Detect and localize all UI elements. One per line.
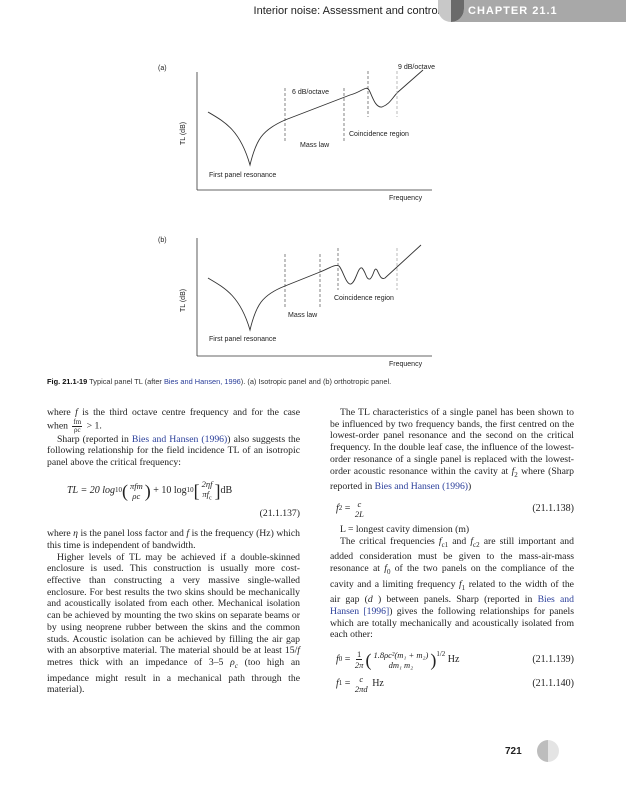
x-axis-label: Frequency xyxy=(389,195,423,202)
figure-a: (a) TL (dB) Frequency 6 dB/octave 9 dB/o… xyxy=(158,64,435,202)
y-axis-label: TL (dB) xyxy=(180,122,187,145)
left-column: where f is the third octave centre frequ… xyxy=(47,407,300,696)
equation-number: (21.1.139) xyxy=(532,653,574,665)
paragraph: where η is the panel loss factor and f i… xyxy=(47,528,300,551)
annotation-resonance: First panel resonance xyxy=(209,336,276,343)
equation-21-1-137: TL = 20 log 10 (πfm ρc) + 10 log 10 [2ηf πfc… xyxy=(67,478,233,502)
annotation-coincidence: Coincidence region xyxy=(334,295,394,302)
figure-b: (b) TL (dB) Frequency Coincidence region… xyxy=(158,237,432,368)
paragraph: where f is the third octave centre frequ… xyxy=(47,407,301,434)
figure-b-label: (b) xyxy=(158,237,167,244)
annotation-mass-law: Mass law xyxy=(300,142,330,149)
paragraph: Higher levels of TL may be achieved if a… xyxy=(47,551,300,696)
equation-number: (21.1.137) xyxy=(259,507,300,519)
paragraph: The critical frequencies fc1 and fc2 are… xyxy=(330,535,575,641)
annotation-9db: 9 dB/octave xyxy=(398,64,435,71)
tl-curve xyxy=(207,69,424,167)
citation-link[interactable]: Bies and Hansen (1996) xyxy=(131,433,228,445)
right-column: The TL characteristics of a single panel… xyxy=(330,407,574,694)
x-axis-label: Frequency xyxy=(389,361,423,368)
chapter-tab-circle xyxy=(438,0,464,22)
chapter-label: CHAPTER 21.1 xyxy=(468,5,558,17)
paragraph: The TL characteristics of a single panel… xyxy=(330,407,574,493)
annotation-resonance: First panel resonance xyxy=(209,172,276,179)
page-number-circle xyxy=(537,740,559,762)
citation-link[interactable]: Bies and Hansen (1996) xyxy=(374,481,469,493)
citation-link[interactable]: Bies and Hansen, 1996 xyxy=(163,377,241,386)
annotation-coincidence: Coincidence region xyxy=(349,131,409,138)
page-number: 721 xyxy=(505,746,522,757)
citation-link[interactable]: Bies and Hansen [1996] xyxy=(330,594,574,617)
equation-number: (21.1.140) xyxy=(532,678,574,690)
definition: L = longest cavity dimension (m) xyxy=(340,523,470,535)
figure-panel-tl: (a) TL (dB) Frequency 6 dB/octave 9 dB/o… xyxy=(158,64,435,368)
figure-caption: Fig. 21.1-19 Typical panel TL (after Bie… xyxy=(47,377,392,386)
running-title: Interior noise: Assessment and control xyxy=(253,5,440,17)
chapter-tab xyxy=(452,0,626,22)
annotation-mass-law: Mass law xyxy=(288,312,318,319)
tl-curve xyxy=(207,244,422,332)
annotation-6db: 6 dB/octave xyxy=(292,89,329,96)
y-axis-label: TL (dB) xyxy=(180,289,187,312)
equation-number: (21.1.138) xyxy=(532,503,574,514)
paragraph: Sharp (reported in Bies and Hansen (1996… xyxy=(47,433,301,469)
figure-a-label: (a) xyxy=(158,65,167,72)
